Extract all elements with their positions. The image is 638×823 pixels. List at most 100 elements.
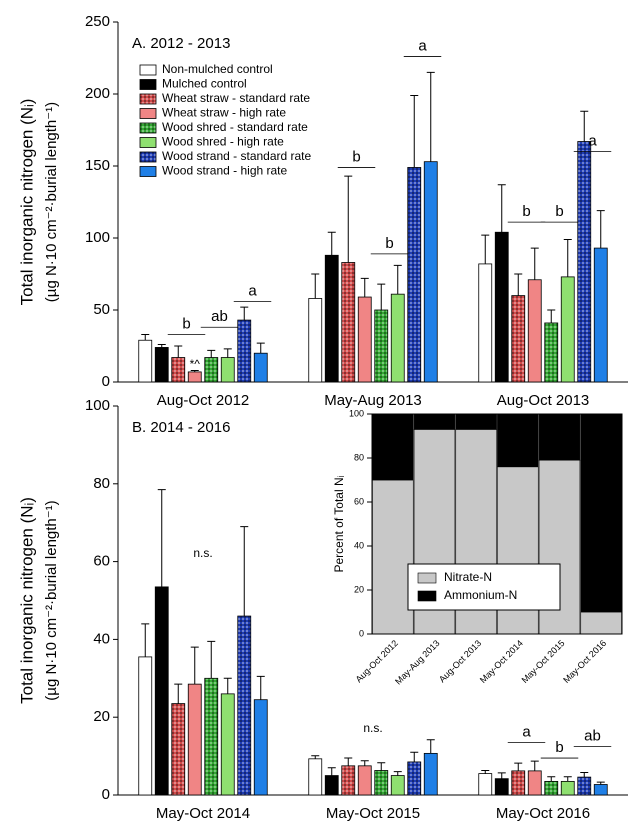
error-bar	[481, 234, 490, 264]
bar	[374, 309, 389, 383]
y-tick-label: 100	[85, 397, 110, 414]
bar	[204, 357, 219, 383]
stacked-bar	[580, 413, 622, 613]
bar	[577, 141, 592, 383]
y-axis-label: (µg N·10 cm⁻²·burial length⁻¹)	[43, 102, 60, 302]
y-tick-label: 0	[359, 628, 364, 638]
stacked-bar	[538, 413, 581, 461]
x-tick-label: Aug-Oct 2013	[437, 638, 483, 684]
x-tick-label: May-Oct 2014	[478, 638, 525, 685]
error-bar	[360, 760, 369, 766]
annotation: b	[385, 235, 393, 252]
error-bar	[207, 640, 216, 679]
annotation: b	[352, 148, 360, 165]
bar	[324, 775, 339, 796]
legend-swatch	[139, 166, 157, 177]
bar	[220, 357, 235, 383]
bar	[171, 357, 186, 383]
bar	[237, 615, 252, 796]
bar	[204, 677, 219, 796]
bar	[577, 776, 592, 796]
annotation: b	[555, 739, 563, 756]
y-tick-label: 50	[93, 301, 110, 318]
annotation: a	[418, 38, 427, 55]
error-bar	[344, 175, 353, 263]
y-tick-label: 0	[102, 786, 110, 803]
y-tick-label: 200	[85, 85, 110, 102]
bar	[357, 296, 372, 383]
legend-swatch	[139, 79, 157, 90]
error-bar	[207, 349, 216, 358]
annotation: a	[522, 723, 531, 740]
error-bar	[393, 264, 402, 295]
y-tick-label: 20	[93, 708, 110, 725]
bar	[544, 780, 559, 796]
annotation: b	[555, 203, 563, 220]
annotation: b	[522, 203, 530, 220]
error-bar	[190, 646, 199, 685]
bar	[544, 322, 559, 383]
x-tick-label: May-Oct 2015	[326, 805, 420, 822]
legend-swatch	[139, 108, 157, 119]
bar	[407, 167, 422, 383]
legend-label: Wheat straw - standard rate	[162, 91, 310, 105]
bar	[357, 765, 372, 796]
y-tick-label: 250	[85, 13, 110, 30]
bar	[527, 770, 542, 796]
x-tick-label: Aug-Oct 2012	[157, 392, 250, 409]
y-tick-label: 100	[85, 229, 110, 246]
error-bar	[547, 776, 556, 782]
error-bar	[514, 273, 523, 296]
bar	[253, 699, 268, 796]
bar	[527, 279, 542, 383]
error-bar	[497, 184, 506, 233]
error-bar	[240, 306, 249, 321]
error-bar	[223, 348, 232, 358]
bar	[154, 586, 169, 796]
error-bar	[426, 71, 435, 162]
bar	[374, 770, 389, 796]
legend-label: Nitrate-N	[444, 570, 492, 584]
y-tick-label: 100	[349, 408, 364, 418]
error-bar	[580, 771, 589, 778]
legend-label: Wood strand - standard rate	[162, 149, 312, 163]
y-tick-label: 60	[354, 496, 364, 506]
error-bar	[360, 277, 369, 298]
bar	[511, 770, 526, 796]
bar	[253, 352, 268, 383]
bar	[154, 347, 169, 383]
legend-label: Ammonium-N	[444, 588, 517, 602]
y-axis-label: Percent of Total Nᵢ	[332, 475, 346, 572]
x-tick-label: Aug-Oct 2013	[497, 392, 590, 409]
bar	[138, 339, 153, 383]
error-bar	[426, 739, 435, 754]
bar	[171, 703, 186, 796]
bar	[478, 773, 493, 796]
bar	[220, 693, 235, 796]
error-bar	[393, 771, 402, 776]
bar	[237, 319, 252, 383]
error-bar	[190, 369, 199, 372]
bar	[187, 683, 202, 796]
legend-label: Wheat straw - high rate	[162, 106, 286, 120]
error-bar	[377, 283, 386, 310]
y-axis-label: Total inorganic nitrogen (Nᵢ)	[17, 99, 36, 306]
annotation: *^	[190, 357, 201, 371]
bar	[324, 254, 339, 383]
stacked-bar	[372, 413, 414, 481]
y-tick-label: 20	[354, 584, 364, 594]
error-bar	[311, 755, 320, 759]
error-bar	[174, 345, 183, 358]
error-bar	[174, 683, 183, 704]
bar	[341, 262, 356, 383]
bar	[407, 761, 422, 796]
error-bar	[256, 675, 265, 700]
bar	[187, 371, 202, 383]
error-bar	[497, 772, 506, 779]
legend-label: Mulched control	[162, 77, 247, 91]
error-bar	[580, 110, 589, 142]
error-bar	[563, 776, 572, 782]
legend-label: Wood shred - standard rate	[162, 120, 308, 134]
error-bar	[410, 751, 419, 762]
bar	[390, 775, 405, 796]
